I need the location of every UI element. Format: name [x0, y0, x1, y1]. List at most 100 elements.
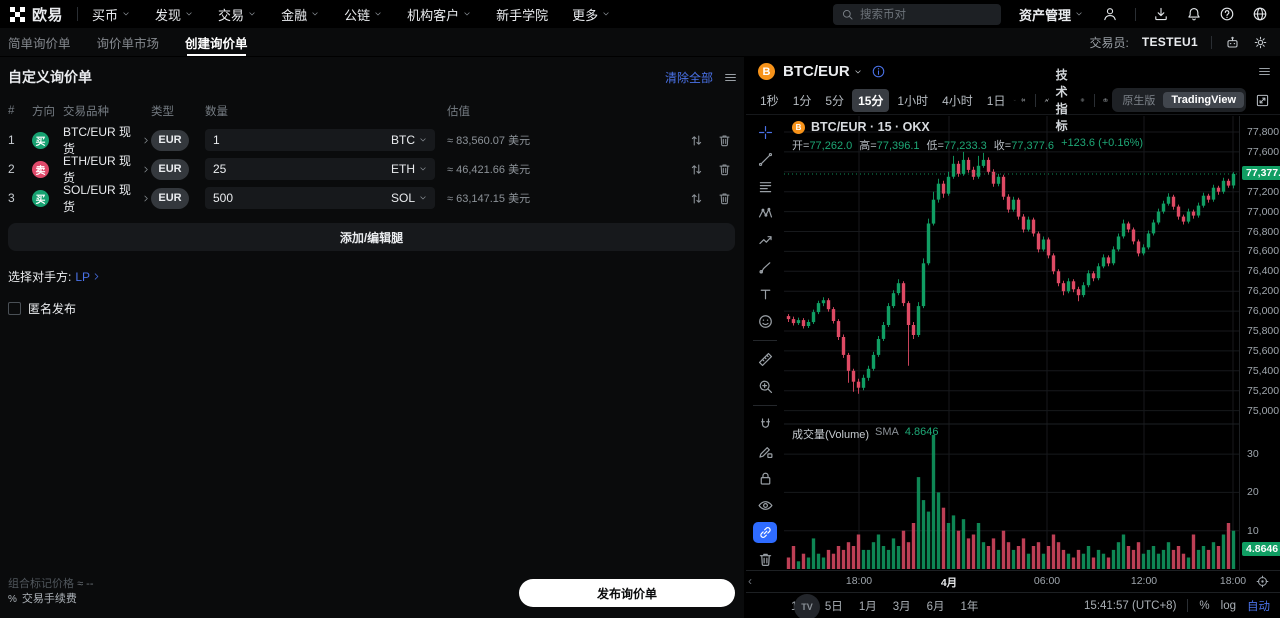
timeframe-1分[interactable]: 1分	[792, 93, 812, 108]
unit-selector[interactable]: BTC	[391, 133, 428, 147]
timeframe-5分[interactable]: 5分	[825, 93, 845, 108]
tab-创建询价单[interactable]: 创建询价单	[185, 28, 248, 56]
bell-icon[interactable]	[1186, 6, 1202, 22]
chevron-down-icon[interactable]	[1013, 95, 1017, 106]
pair-selector[interactable]: SOL/EUR 现货	[63, 181, 151, 215]
position-icon[interactable]	[753, 230, 777, 251]
trash-icon[interactable]	[717, 191, 732, 206]
type-pill[interactable]: EUR	[151, 129, 189, 151]
lock-all-icon[interactable]	[753, 468, 777, 489]
remove-drawings-icon[interactable]	[753, 549, 777, 570]
time-axis[interactable]: ‹ 18:00 4月 06:00 12:00 18:00	[746, 570, 1280, 592]
symbol-name[interactable]: BTC/EUR	[783, 63, 850, 80]
nav-item-金融[interactable]: 金融	[281, 5, 320, 24]
candle-style-icon[interactable]	[1021, 92, 1026, 108]
timeframe-4小时[interactable]: 4小时	[942, 93, 973, 108]
trendline-icon[interactable]	[753, 149, 777, 170]
native-mode-button[interactable]: 原生版	[1122, 95, 1156, 107]
target-icon[interactable]	[1255, 574, 1270, 589]
auto-scale-button[interactable]: 自动	[1247, 600, 1270, 613]
fee-label[interactable]: 交易手续费	[21, 593, 77, 605]
range-6月[interactable]: 6月	[926, 600, 945, 613]
amount-input[interactable]: 1 BTC	[205, 129, 435, 151]
nav-item-新手学院[interactable]: 新手学院	[496, 7, 549, 23]
search-input[interactable]: 搜索币对	[832, 3, 1001, 25]
question-icon[interactable]	[1219, 6, 1235, 22]
timeframe-1小时[interactable]: 1小时	[897, 93, 929, 108]
tradingview-mode-button[interactable]: TradingView	[1163, 92, 1244, 108]
pair-selector[interactable]: BTC/EUR 现货	[63, 123, 151, 157]
nav-item-更多[interactable]: 更多	[572, 5, 611, 24]
price-axis[interactable]: 77,800.077,600.077,400.077,200.077,000.0…	[1239, 116, 1280, 570]
info-icon[interactable]	[871, 64, 886, 79]
hide-all-icon[interactable]	[753, 495, 777, 516]
emoji-icon[interactable]	[753, 311, 777, 332]
percent-scale-button[interactable]: %	[1199, 599, 1210, 612]
unit-selector[interactable]: SOL	[391, 191, 428, 205]
range-5日[interactable]: 5日	[824, 600, 843, 613]
rfq-panel: 自定义询价单 清除全部 # 方向 交易品种 类型 数量 估值 1 买 BTC/EUR…	[0, 57, 746, 618]
trash-icon[interactable]	[717, 133, 732, 148]
chart-plot[interactable]: B BTC/EUR · 15 · OKX 开=77,262.0 高=77,396.…	[784, 116, 1239, 618]
swap-icon[interactable]	[689, 133, 704, 148]
magnet-icon[interactable]	[753, 414, 777, 435]
timeframe-1日[interactable]: 1日	[986, 93, 1006, 108]
range-1年[interactable]: 1年	[960, 600, 979, 613]
brush-icon[interactable]	[753, 257, 777, 278]
measure-icon[interactable]	[753, 349, 777, 370]
nav-item-机构客户[interactable]: 机构客户	[407, 5, 472, 24]
expand-icon[interactable]	[1255, 93, 1270, 108]
download-icon[interactable]	[1153, 6, 1169, 22]
publish-rfq-button[interactable]: 发布询价单	[519, 579, 735, 607]
nav-item-交易[interactable]: 交易	[218, 5, 257, 24]
volume-legend: 成交量(Volume) SMA 4.8646	[792, 426, 939, 442]
swap-icon[interactable]	[689, 191, 704, 206]
nav-item-公链[interactable]: 公链	[344, 5, 383, 24]
trash-icon[interactable]	[717, 162, 732, 177]
crosshair-icon[interactable]	[753, 122, 777, 143]
log-scale-button[interactable]: log	[1220, 599, 1236, 612]
user-icon[interactable]	[1102, 6, 1118, 22]
tab-询价单市场[interactable]: 询价单市场	[96, 36, 160, 51]
camera-icon[interactable]	[1103, 92, 1108, 108]
anonymous-checkbox[interactable]	[8, 302, 21, 315]
zoom-in-icon[interactable]	[753, 376, 777, 397]
nav-item-买币[interactable]: 买币	[92, 5, 131, 24]
counterparty-link[interactable]: LP	[75, 270, 102, 284]
text-icon[interactable]	[753, 284, 777, 305]
scroll-left-icon[interactable]: ‹	[748, 574, 752, 588]
okx-logo[interactable]: 欧易	[10, 4, 63, 25]
unit-selector[interactable]: ETH	[391, 162, 428, 176]
chevron-down-icon[interactable]	[853, 67, 863, 77]
fib-icon[interactable]	[753, 176, 777, 197]
add-edit-legs-button[interactable]: 添加/编辑腿	[8, 223, 735, 251]
edit-lock-icon[interactable]	[753, 441, 777, 462]
btc-coin-icon: B	[758, 63, 775, 80]
menu-icon[interactable]	[1257, 64, 1272, 79]
pattern-icon[interactable]	[753, 203, 777, 224]
clock[interactable]: 15:41:57 (UTC+8)	[1084, 599, 1177, 612]
amount-input[interactable]: 500 SOL	[205, 187, 435, 209]
gear-icon[interactable]	[1253, 35, 1268, 50]
type-pill[interactable]: EUR	[151, 187, 189, 209]
nav-item-发现[interactable]: 发现	[155, 5, 194, 24]
pair-selector[interactable]: ETH/EUR 现货	[63, 152, 151, 186]
swap-icon[interactable]	[689, 162, 704, 177]
sync-icon[interactable]	[753, 521, 777, 543]
timeframe-1秒[interactable]: 1秒	[760, 93, 779, 108]
assets-menu[interactable]: 资产管理	[1019, 5, 1084, 24]
tab-简单询价单[interactable]: 简单询价单	[8, 36, 71, 51]
type-pill[interactable]: EUR	[151, 158, 189, 180]
amount-input[interactable]: 25 ETH	[205, 158, 435, 180]
indicators-button[interactable]: 技术指标	[1044, 66, 1076, 134]
gear-icon[interactable]	[1080, 92, 1085, 108]
clear-all-link[interactable]: 清除全部	[664, 70, 713, 85]
menu-icon[interactable]	[723, 70, 738, 85]
range-1月[interactable]: 1月	[858, 600, 877, 613]
range-3月[interactable]: 3月	[892, 600, 911, 613]
anonymous-option[interactable]: 匿名发布	[8, 300, 744, 317]
bot-icon[interactable]	[1225, 35, 1240, 50]
candlestick-chart[interactable]	[784, 116, 1239, 571]
globe-icon[interactable]	[1252, 6, 1268, 22]
timeframe-15分[interactable]: 15分	[852, 88, 890, 112]
